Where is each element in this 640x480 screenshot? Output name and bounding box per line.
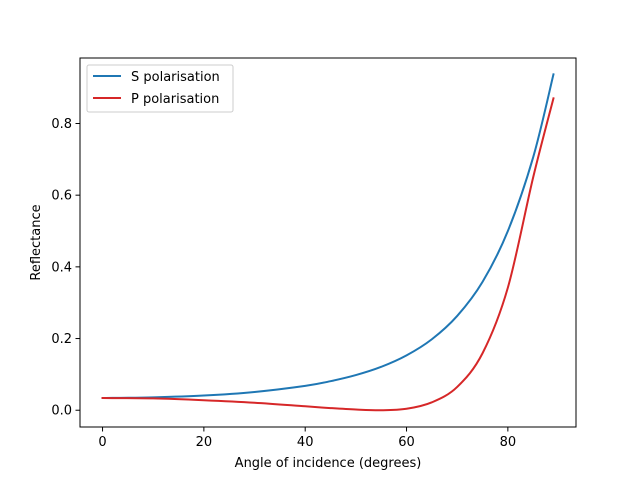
x-tick-label: 40 <box>297 435 314 450</box>
y-tick-label: 0.2 <box>51 332 72 347</box>
ticks-layer: 0 20 40 60 80 0.0 0.2 0.4 0.6 0.8 <box>51 117 516 450</box>
series-line-s-polarisation <box>101 73 555 400</box>
y-axis-label: Reflectance <box>29 204 44 280</box>
legend-box <box>86 64 234 113</box>
legend-label-s-polarisation: S polarisation <box>131 70 220 85</box>
x-tick-label: 0 <box>98 435 106 450</box>
y-tick-label: 0.8 <box>51 117 72 132</box>
x-tick-label: 60 <box>398 435 415 450</box>
y-tick-label: 0.0 <box>51 404 72 419</box>
x-tick-label: 80 <box>500 435 517 450</box>
series-line-p-polarisation <box>101 97 555 412</box>
legend: S polarisation P polarisation <box>86 64 234 113</box>
x-tick-label: 20 <box>196 435 213 450</box>
series-layer <box>101 73 555 412</box>
y-tick-label: 0.4 <box>51 260 72 275</box>
x-axis-label: Angle of incidence (degrees) <box>235 456 422 471</box>
y-tick-label: 0.6 <box>51 189 72 204</box>
legend-label-p-polarisation: P polarisation <box>131 92 219 107</box>
plot-area-frame <box>79 57 577 428</box>
